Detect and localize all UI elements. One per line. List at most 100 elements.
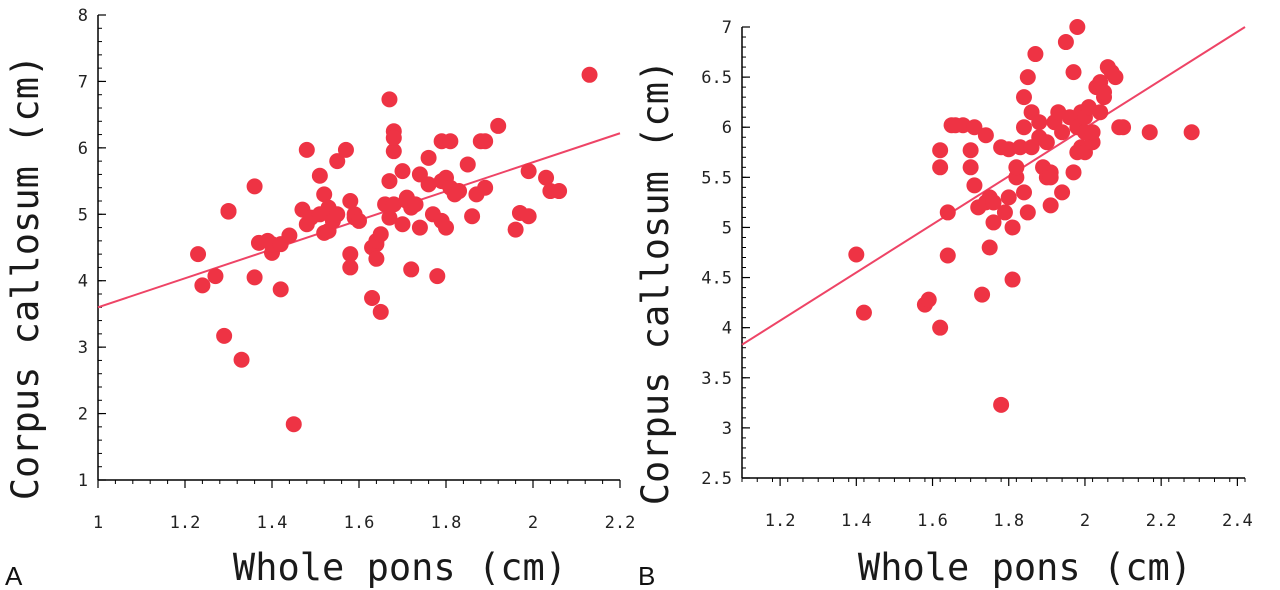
- data-point: [464, 208, 481, 225]
- data-point: [372, 226, 389, 243]
- data-point: [985, 214, 1002, 231]
- x-axis-title: Whole pons (cm): [858, 546, 1192, 589]
- data-point: [1015, 89, 1032, 106]
- x-tick-label: 2.2: [605, 513, 636, 533]
- data-point: [993, 396, 1010, 413]
- data-point: [311, 167, 328, 184]
- x-tick-label: 2: [528, 513, 538, 533]
- data-point: [507, 221, 524, 238]
- data-point: [1038, 134, 1055, 151]
- x-axis-title: Whole pons (cm): [233, 546, 567, 589]
- data-point: [581, 66, 598, 83]
- x-tick-label: 1.4: [257, 513, 288, 533]
- data-point: [932, 159, 949, 176]
- data-point: [381, 209, 398, 226]
- data-point: [1107, 69, 1124, 86]
- data-point: [1015, 119, 1032, 136]
- y-tick-label: 2: [78, 405, 88, 425]
- data-point: [368, 250, 385, 267]
- data-point: [329, 206, 346, 223]
- data-point: [385, 196, 402, 213]
- data-point: [962, 159, 979, 176]
- data-point: [246, 178, 263, 195]
- y-axis-title: Corpus callosum (cm): [634, 60, 677, 506]
- data-point: [962, 142, 979, 159]
- y-tick-label: 3.5: [701, 369, 732, 389]
- data-point: [996, 204, 1013, 221]
- x-tick-label: 1.4: [841, 511, 872, 531]
- x-tick-label: 1.8: [993, 511, 1024, 531]
- x-tick-label: 1.6: [917, 511, 948, 531]
- data-point: [974, 286, 991, 303]
- data-point: [1004, 271, 1021, 288]
- data-point: [520, 163, 537, 180]
- data-point: [1019, 204, 1036, 221]
- x-tick-label: 1.6: [344, 513, 375, 533]
- data-point: [233, 351, 250, 368]
- data-point: [407, 196, 424, 213]
- y-tick-label: 4: [78, 272, 88, 292]
- data-point: [939, 247, 956, 264]
- x-tick-label: 2.2: [1146, 511, 1177, 531]
- y-tick-label: 3: [722, 419, 732, 439]
- data-point: [385, 143, 402, 160]
- data-point: [381, 173, 398, 190]
- data-point: [285, 416, 302, 433]
- data-point: [420, 149, 437, 166]
- data-point: [451, 183, 468, 200]
- data-point: [932, 142, 949, 159]
- data-point: [207, 268, 224, 285]
- y-tick-label: 5.5: [701, 168, 732, 188]
- data-point: [190, 246, 207, 263]
- y-tick-label: 1: [78, 471, 88, 491]
- data-point: [939, 204, 956, 221]
- data-point: [977, 127, 994, 144]
- data-point: [246, 269, 263, 286]
- regression-line: [741, 26, 1246, 346]
- data-point: [1065, 164, 1082, 181]
- y-tick-label: 6.5: [701, 68, 732, 88]
- y-tick-label: 4: [722, 319, 732, 339]
- data-point: [1092, 104, 1109, 121]
- x-tick-label: 1: [93, 513, 103, 533]
- data-point: [438, 219, 454, 236]
- y-tick-label: 2.5: [701, 469, 732, 489]
- data-point: [337, 141, 354, 158]
- y-tick-label: 5: [722, 218, 732, 238]
- x-tick-label: 2.4: [1222, 511, 1253, 531]
- data-point: [394, 163, 411, 180]
- y-tick-label: 7: [722, 18, 732, 38]
- data-point: [394, 216, 411, 233]
- data-point: [342, 193, 359, 209]
- data-point: [351, 212, 367, 229]
- data-point: [1183, 124, 1200, 141]
- y-tick-label: 7: [78, 72, 88, 92]
- data-point: [538, 169, 555, 186]
- data-point: [329, 153, 346, 170]
- panel-a-scatter-plot: 1 1.2 1.4 1.6 1.8 2 2.2 1 2 3 4 5 6 7 8 Whole pons (cm)…: [4, 6, 635, 590]
- data-point: [1084, 124, 1101, 141]
- data-point: [520, 208, 537, 225]
- data-point: [1004, 219, 1021, 236]
- y-tick-label: 6: [722, 118, 732, 138]
- data-point: [272, 281, 289, 298]
- data-point: [1042, 197, 1059, 214]
- y-tick-label: 8: [78, 6, 88, 26]
- data-point: [216, 327, 233, 344]
- data-point: [385, 129, 402, 146]
- x-tick-label: 1.2: [170, 513, 201, 533]
- data-point: [194, 277, 211, 294]
- data-point: [1054, 124, 1071, 141]
- data-point: [477, 179, 494, 196]
- data-point: [1096, 84, 1113, 101]
- panel-b-scatter-plot: 1.2 1.4 1.6 1.8 2 2.2 2.4 2.5 3 3.5 4 4.5 5 5.5 6 6.5 7 W…: [634, 18, 1253, 590]
- data-point: [1065, 64, 1082, 81]
- data-point: [1115, 119, 1132, 136]
- data-point: [1042, 169, 1059, 186]
- x-tick-label: 1.8: [431, 513, 462, 533]
- data-point: [477, 133, 494, 150]
- y-tick-label: 3: [78, 338, 88, 358]
- data-point: [1000, 189, 1017, 206]
- data-point: [403, 261, 420, 278]
